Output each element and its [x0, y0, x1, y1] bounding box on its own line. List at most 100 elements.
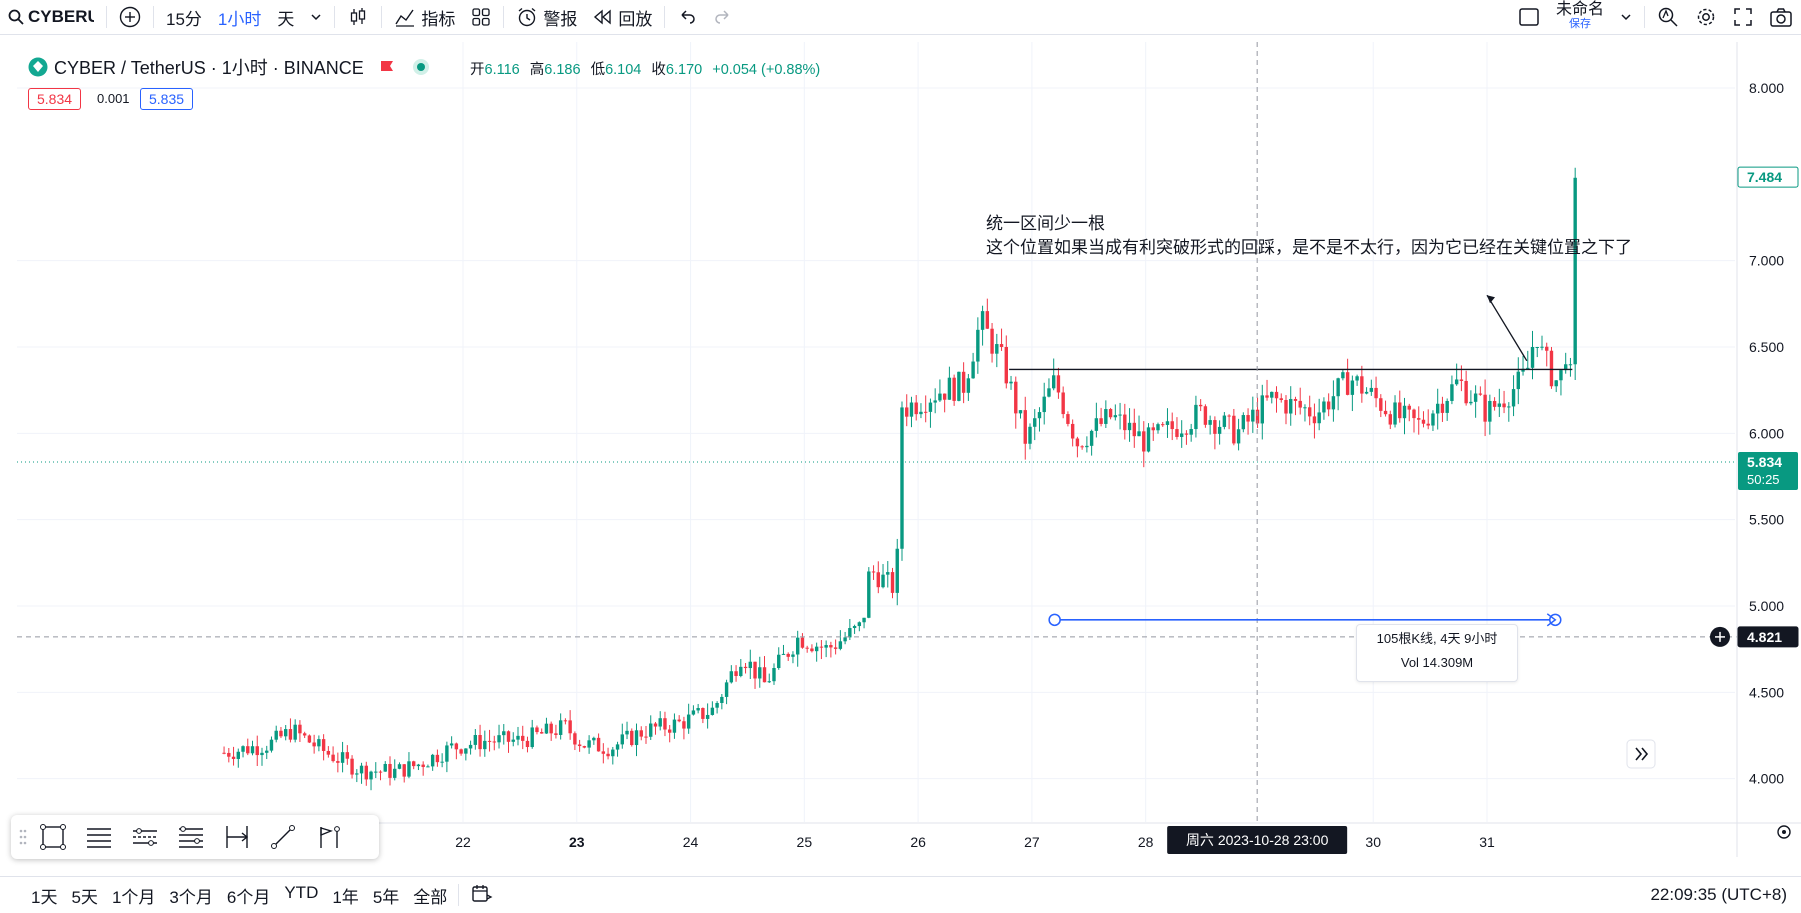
symbol-name: CYBERUSI — [28, 7, 94, 26]
range-button-7[interactable]: 5年 — [372, 887, 400, 907]
annotation-line-2: 这个位置如果当成有利突破形式的回踩，是不是不太行，因为它已经在关键位置之下了 — [986, 238, 1632, 257]
candle-body — [227, 752, 231, 757]
range-start-handle[interactable] — [1048, 613, 1061, 627]
clock[interactable]: 22:09:35 (UTC+8) — [1650, 885, 1787, 904]
chart-area[interactable]: 8.000 7.000 6.500 6.000 5.500 5.000 4.500 4.000… — [17, 42, 1801, 862]
undo-icon — [681, 10, 696, 24]
redo-button[interactable] — [705, 0, 741, 34]
price-chart[interactable]: 8.000 7.000 6.500 6.000 5.500 5.000 4.500 4.000… — [17, 42, 1801, 862]
candle-body — [464, 748, 468, 754]
candle-body — [1559, 370, 1563, 381]
alert-button[interactable]: 警报 — [508, 0, 585, 34]
range-button-3[interactable]: 3个月 — [169, 887, 213, 907]
range-button-4[interactable]: 6个月 — [226, 887, 271, 907]
candle-body — [1009, 381, 1013, 384]
layout-dropdown[interactable] — [1612, 0, 1640, 34]
candle-body — [1497, 403, 1502, 407]
range-button-5[interactable]: YTD — [284, 882, 319, 902]
interval-1h[interactable]: 1小时 — [217, 9, 262, 29]
goto-date-button[interactable] — [463, 883, 501, 908]
candle-body — [1175, 429, 1179, 437]
trend-line-tool[interactable] — [267, 821, 299, 853]
layouts-button[interactable] — [463, 0, 499, 34]
fullscreen-button[interactable] — [1725, 0, 1761, 34]
range-button-1[interactable]: 5天 — [71, 887, 98, 907]
range-buttons: 1天 5天 1个月 3个月 6个月 YTD 1年 5年 全部 — [24, 883, 454, 908]
layout-name-button[interactable]: 未命名 保存 — [1548, 0, 1612, 34]
range-button-2[interactable]: 1个月 — [111, 887, 156, 907]
date-range-tool[interactable] — [221, 821, 253, 853]
candle-body — [397, 764, 402, 769]
quick-search-button[interactable] — [1649, 0, 1687, 34]
bottom-toolbar: 1天 5天 1个月 3个月 6个月 YTD 1年 5年 全部 22:09:35 (UTC+8) — [0, 876, 1801, 913]
candle-body — [1156, 424, 1160, 431]
flag-icon[interactable] — [378, 58, 396, 76]
candle-body — [1161, 424, 1165, 426]
compare-button[interactable] — [111, 0, 149, 34]
chart-type-button[interactable] — [339, 0, 377, 34]
drag-handle-icon[interactable] — [19, 828, 27, 846]
horizontal-lines-tool[interactable] — [83, 821, 115, 853]
candle-body — [1417, 418, 1421, 420]
sell-price-box[interactable]: 5.834 — [28, 88, 82, 110]
symbol-legend[interactable]: CYBER / TetherUS · 1小时 · BINANCE — [28, 54, 430, 80]
settings-button[interactable] — [1687, 0, 1725, 34]
range-button-8[interactable]: 全部 — [413, 887, 448, 907]
price-note-tool[interactable] — [313, 821, 345, 853]
indicators-button[interactable]: 指标 — [386, 0, 463, 34]
candle-body — [345, 752, 350, 759]
candle-body — [530, 727, 534, 748]
candle-body — [1042, 396, 1046, 413]
chart-annotation-text[interactable]: 统一区间少一根 这个位置如果当成有利突破形式的回踩，是不是不太行，因为它已经在关… — [986, 212, 1632, 260]
range-button-0[interactable]: 1天 — [31, 887, 58, 907]
candle-body — [1260, 395, 1264, 424]
candle-body — [724, 682, 729, 697]
candle-body — [1179, 433, 1184, 437]
candle-body — [506, 731, 511, 742]
range-button-6[interactable]: 1年 — [332, 887, 359, 907]
candle-body — [682, 721, 686, 729]
channel-tool[interactable] — [129, 821, 161, 853]
last-price-label: 7.484 — [1747, 169, 1782, 185]
candle-body — [805, 647, 809, 649]
candle-body — [791, 654, 795, 657]
countdown-label: 50:25 — [1747, 472, 1780, 487]
axis-settings-icon[interactable] — [1777, 825, 1791, 839]
candle-body — [260, 752, 264, 756]
candle-body — [1184, 433, 1189, 435]
alarm-clock-icon — [518, 7, 536, 27]
drawing-toolbar[interactable] — [11, 815, 379, 859]
interval-15m[interactable]: 15分 — [166, 9, 202, 29]
snapshot-button[interactable] — [1761, 0, 1801, 34]
candle-body — [483, 740, 487, 750]
price-axis[interactable]: 8.000 7.000 6.500 6.000 5.500 5.000 4.500 4.000… — [1736, 42, 1799, 862]
symbol-search[interactable]: CYBERUSI — [0, 0, 102, 34]
candle-body — [435, 754, 440, 763]
price-tick-label: 5.500 — [1749, 512, 1784, 528]
channel-icon — [133, 828, 157, 846]
candle-body — [886, 572, 890, 575]
candle-body — [1549, 350, 1554, 387]
cyber-logo-icon — [28, 57, 48, 77]
candle-body — [667, 729, 672, 733]
layout-toggle-button[interactable] — [1510, 0, 1548, 34]
interval-day[interactable]: 天 — [277, 9, 295, 29]
candle-body — [862, 617, 866, 623]
candle-body — [1383, 410, 1388, 415]
annotation-arrow-line[interactable] — [1486, 294, 1528, 362]
rectangle-tool[interactable] — [37, 821, 69, 853]
candle-body — [231, 756, 236, 759]
candle-body — [644, 736, 648, 738]
interval-dropdown[interactable] — [302, 0, 330, 34]
candle-body — [852, 626, 857, 629]
candle-body — [933, 400, 937, 403]
indicators-icon — [395, 9, 415, 27]
candle-body — [321, 739, 326, 751]
replay-button[interactable]: 回放 — [585, 0, 660, 34]
buy-price-box[interactable]: 5.835 — [140, 88, 194, 110]
fib-tool[interactable] — [175, 821, 207, 853]
spread-value: 0.001 — [97, 91, 130, 106]
candle-body — [1189, 429, 1193, 435]
lines-icon — [87, 828, 111, 848]
undo-button[interactable] — [669, 0, 705, 34]
